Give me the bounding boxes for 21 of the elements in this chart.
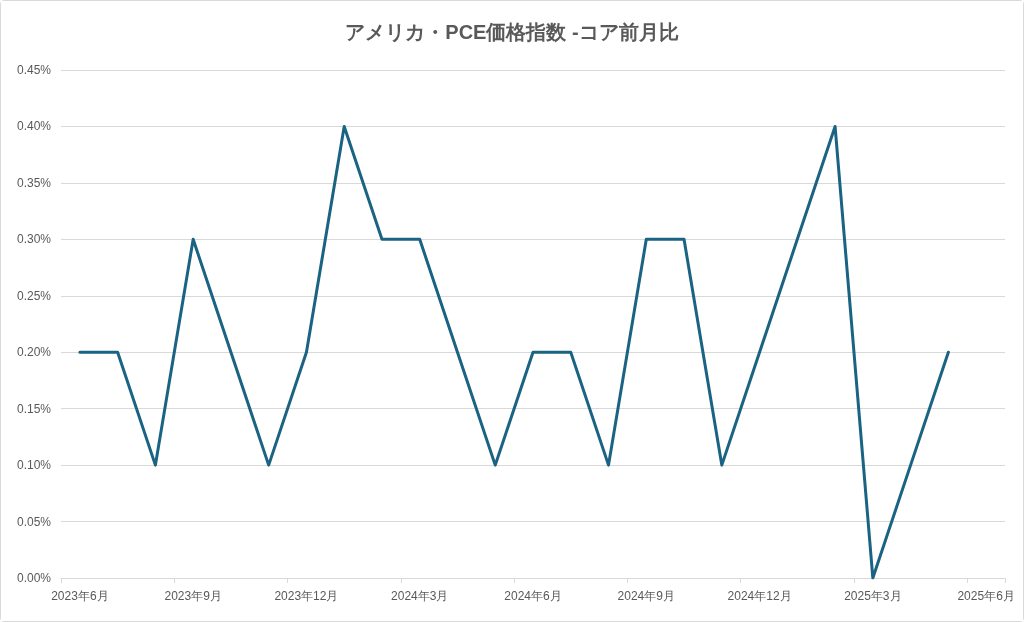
x-tick-label: 2024年6月 (504, 589, 562, 603)
y-tick-label: 0.20% (16, 345, 52, 360)
y-tick-label: 0.25% (16, 288, 52, 303)
x-tick-label: 2024年3月 (391, 589, 449, 603)
y-tick-label: 0.30% (16, 232, 52, 247)
x-tick-label: 2025年3月 (844, 589, 902, 603)
y-tick-label: 0.05% (16, 514, 52, 529)
y-tick-label: 0.45% (16, 63, 52, 77)
x-tick-label: 2023年6月 (51, 589, 109, 603)
y-tick-label: 0.15% (16, 401, 52, 416)
x-tick-label: 2023年9月 (164, 589, 222, 603)
x-tick-label: 2024年9月 (617, 589, 675, 603)
x-tick-label: 2024年12月 (727, 589, 792, 603)
y-tick-label: 0.10% (16, 458, 52, 473)
y-tick-label: 0.00% (16, 571, 52, 585)
line-series (78, 124, 950, 580)
y-tick-label: 0.40% (16, 119, 52, 134)
x-tick-label: 2023年12月 (274, 589, 339, 603)
y-tick-label: 0.35% (16, 175, 52, 190)
chart-title: アメリカ・PCE価格指数 -コア前月比 (345, 21, 679, 43)
x-tick-label: 2025年6月 (957, 589, 1015, 603)
